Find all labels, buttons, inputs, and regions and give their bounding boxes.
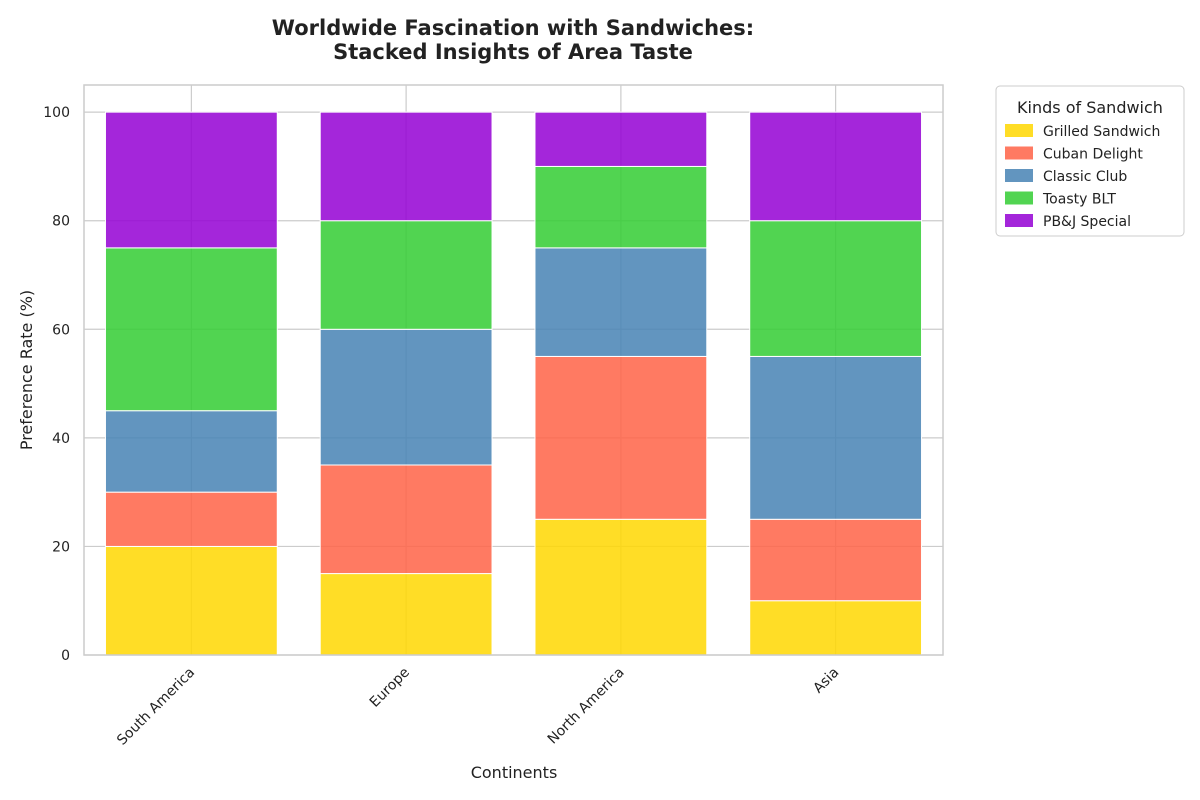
y-tick-label: 40 bbox=[52, 431, 70, 447]
bar-classic-club-north-america bbox=[534, 247, 708, 357]
y-tick-labels: 0 20 40 60 80 100 bbox=[43, 105, 70, 664]
bar-pb-j-special-north-america bbox=[534, 111, 708, 167]
bar-toasty-blt-south-america bbox=[104, 247, 278, 412]
bar-classic-club-europe bbox=[319, 328, 493, 466]
bars bbox=[104, 111, 923, 656]
legend-label-grilled-sandwich: Grilled Sandwich bbox=[1043, 124, 1160, 140]
plot-frame bbox=[83, 84, 944, 656]
bar-toasty-blt-asia bbox=[749, 220, 923, 357]
legend-swatch-cuban-delight bbox=[1005, 146, 1033, 160]
y-tick-label: 20 bbox=[52, 539, 70, 555]
legend: Kinds of Sandwich Grilled Sandwich Cuban D… bbox=[995, 85, 1185, 237]
y-axis-label: Preference Rate (%) bbox=[17, 290, 36, 450]
x-tick-labels: South America Europe North America Asia bbox=[114, 665, 842, 749]
legend-label-cuban-delight: Cuban Delight bbox=[1043, 147, 1143, 163]
y-tick-label: 100 bbox=[43, 105, 70, 121]
bar-classic-club-asia bbox=[749, 355, 923, 520]
x-tick-label: South America bbox=[114, 665, 198, 749]
chart-title-line-1: Worldwide Fascination with Sandwiches: bbox=[272, 16, 754, 40]
bar-cuban-delight-asia bbox=[749, 518, 923, 602]
bar-pb-j-special-south-america bbox=[104, 111, 278, 249]
legend-box bbox=[995, 85, 1185, 237]
bar-classic-club-south-america bbox=[104, 410, 278, 493]
y-tick-label: 60 bbox=[52, 322, 70, 338]
plot-border bbox=[83, 84, 944, 656]
legend-label-classic-club: Classic Club bbox=[1043, 169, 1127, 185]
chart-title: Worldwide Fascination with Sandwiches: S… bbox=[272, 16, 754, 64]
legend-swatch-classic-club bbox=[1005, 169, 1033, 182]
bar-toasty-blt-europe bbox=[319, 220, 493, 330]
bar-grilled-sandwich-europe bbox=[319, 573, 493, 656]
x-tick-label: Europe bbox=[367, 665, 413, 711]
bar-cuban-delight-europe bbox=[319, 464, 493, 575]
bar-toasty-blt-north-america bbox=[534, 165, 708, 249]
legend-swatch-pb-j-special bbox=[1005, 214, 1033, 227]
y-tick-label: 80 bbox=[52, 214, 70, 230]
bar-grilled-sandwich-asia bbox=[749, 600, 923, 656]
x-tick-label: North America bbox=[545, 665, 628, 748]
chart-title-line-2: Stacked Insights of Area Taste bbox=[333, 40, 693, 64]
bar-cuban-delight-north-america bbox=[534, 355, 708, 520]
legend-label-toasty-blt: Toasty BLT bbox=[1042, 192, 1116, 208]
bar-grilled-sandwich-south-america bbox=[104, 545, 278, 656]
bar-pb-j-special-asia bbox=[749, 111, 923, 222]
legend-swatch-toasty-blt bbox=[1005, 191, 1033, 205]
x-axis-label: Continents bbox=[471, 763, 558, 782]
legend-swatch-grilled-sandwich bbox=[1005, 124, 1033, 137]
legend-label-pb-j-special: PB&J Special bbox=[1043, 214, 1131, 230]
bar-pb-j-special-europe bbox=[319, 111, 493, 222]
bar-grilled-sandwich-north-america bbox=[534, 518, 708, 656]
x-tick-label: Asia bbox=[810, 665, 842, 697]
bar-cuban-delight-south-america bbox=[104, 491, 278, 547]
legend-title: Kinds of Sandwich bbox=[1017, 98, 1163, 117]
y-tick-label: 0 bbox=[61, 648, 70, 664]
